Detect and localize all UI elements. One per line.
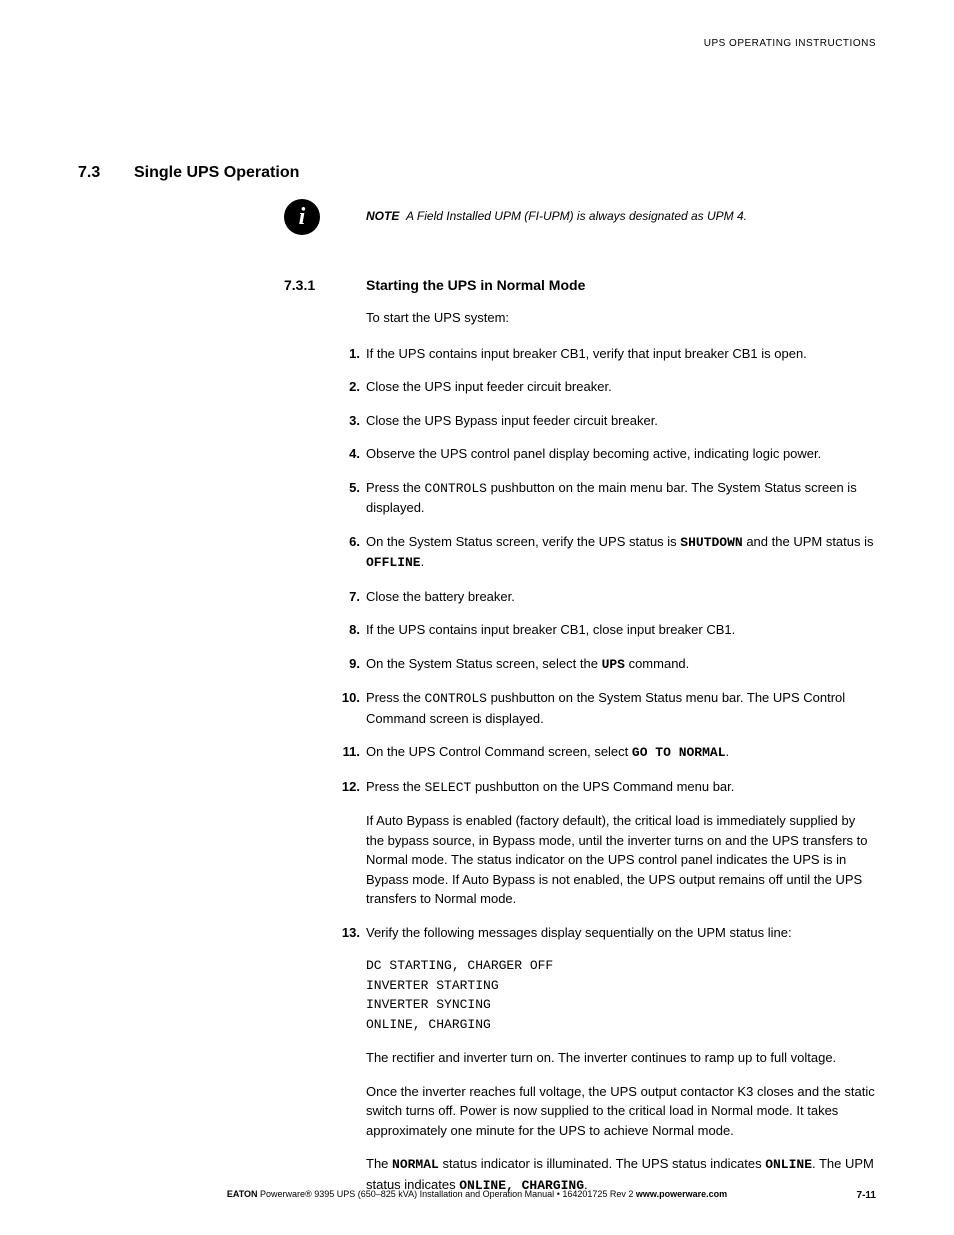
- step-item: 10.Press the CONTROLS pushbutton on the …: [340, 688, 876, 728]
- step-number: 12.: [340, 777, 366, 909]
- note-body: A Field Installed UPM (FI-UPM) is always…: [406, 209, 747, 223]
- step-item: 7.Close the battery breaker.: [340, 587, 876, 607]
- section-number: 7.3: [78, 161, 134, 185]
- note-text: NOTE A Field Installed UPM (FI-UPM) is a…: [366, 205, 747, 225]
- step-number: 3.: [340, 411, 366, 431]
- step-item: 11.On the UPS Control Command screen, se…: [340, 742, 876, 763]
- step-item: 1.If the UPS contains input breaker CB1,…: [340, 344, 876, 364]
- step-item: 12.Press the SELECT pushbutton on the UP…: [340, 777, 876, 909]
- footer-url: www.powerware.com: [636, 1189, 727, 1199]
- step-number: 11.: [340, 742, 366, 763]
- running-header: UPS OPERATING INSTRUCTIONS: [78, 36, 876, 51]
- info-icon: i: [284, 199, 320, 235]
- step-number: 9.: [340, 654, 366, 675]
- intro-text: To start the UPS system:: [366, 308, 876, 328]
- step-text: Close the UPS Bypass input feeder circui…: [366, 411, 876, 431]
- step-item: 8.If the UPS contains input breaker CB1,…: [340, 620, 876, 640]
- step-item: 9.On the System Status screen, select th…: [340, 654, 876, 675]
- page-footer: EATON Powerware® 9395 UPS (650–825 kVA) …: [78, 1188, 876, 1202]
- footer-product: Powerware® 9395 UPS (650–825 kVA) Instal…: [260, 1189, 554, 1199]
- step-item: 6.On the System Status screen, verify th…: [340, 532, 876, 573]
- step-number: 8.: [340, 620, 366, 640]
- step-text: Close the UPS input feeder circuit break…: [366, 377, 876, 397]
- step-number: 4.: [340, 444, 366, 464]
- step-number: 1.: [340, 344, 366, 364]
- step-number: 2.: [340, 377, 366, 397]
- section-title: Single UPS Operation: [134, 161, 299, 185]
- footer-doc: 164201725 Rev 2: [562, 1189, 633, 1199]
- steps-list: 1.If the UPS contains input breaker CB1,…: [340, 344, 876, 1196]
- step-text: On the UPS Control Command screen, selec…: [366, 742, 876, 763]
- status-messages: DC STARTING, CHARGER OFF INVERTER STARTI…: [366, 956, 876, 1034]
- step-text: On the System Status screen, select the …: [366, 654, 876, 675]
- step-item: 2.Close the UPS input feeder circuit bre…: [340, 377, 876, 397]
- step-number: 6.: [340, 532, 366, 573]
- step-text: Verify the following messages display se…: [366, 923, 876, 1196]
- step-item: 4.Observe the UPS control panel display …: [340, 444, 876, 464]
- step-number: 10.: [340, 688, 366, 728]
- step-text: If the UPS contains input breaker CB1, v…: [366, 344, 876, 364]
- page-number: 7-11: [857, 1188, 876, 1203]
- subsection-title: Starting the UPS in Normal Mode: [366, 275, 585, 296]
- step-text: Press the CONTROLS pushbutton on the mai…: [366, 478, 876, 518]
- step-text: Close the battery breaker.: [366, 587, 876, 607]
- step-item: 5.Press the CONTROLS pushbutton on the m…: [340, 478, 876, 518]
- step-item: 13.Verify the following messages display…: [340, 923, 876, 1196]
- step-text: Press the CONTROLS pushbutton on the Sys…: [366, 688, 876, 728]
- step-text: Press the SELECT pushbutton on the UPS C…: [366, 777, 876, 909]
- note-label: NOTE: [366, 209, 399, 223]
- subsection-heading: 7.3.1 Starting the UPS in Normal Mode: [284, 275, 876, 296]
- step-item: 3.Close the UPS Bypass input feeder circ…: [340, 411, 876, 431]
- step-number: 13.: [340, 923, 366, 1196]
- step-text: If the UPS contains input breaker CB1, c…: [366, 620, 876, 640]
- step-number: 5.: [340, 478, 366, 518]
- step-text: On the System Status screen, verify the …: [366, 532, 876, 573]
- section-heading: 7.3 Single UPS Operation: [78, 161, 876, 185]
- step-number: 7.: [340, 587, 366, 607]
- note-block: i NOTE A Field Installed UPM (FI-UPM) is…: [284, 205, 876, 235]
- subsection-number: 7.3.1: [284, 275, 366, 296]
- step-text: Observe the UPS control panel display be…: [366, 444, 876, 464]
- footer-brand: EATON: [227, 1189, 258, 1199]
